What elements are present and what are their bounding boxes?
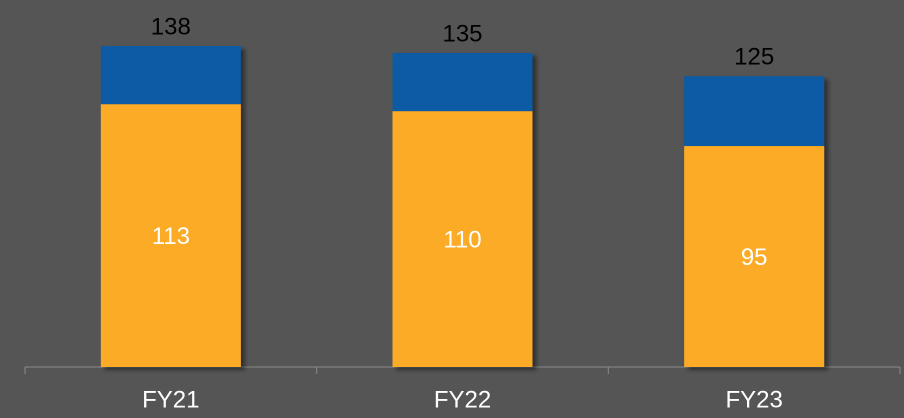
bar-segment xyxy=(684,76,825,147)
x-tick-label: FY23 xyxy=(725,386,782,413)
bar-segment xyxy=(100,46,241,105)
bar-segment xyxy=(100,104,241,368)
bar-segment xyxy=(392,111,533,367)
total-label: 125 xyxy=(734,44,774,71)
segment-label: 95 xyxy=(741,244,768,271)
total-label: 135 xyxy=(442,20,482,47)
segment-label: 110 xyxy=(443,226,481,253)
segment-label: 113 xyxy=(152,223,190,250)
bar-stack xyxy=(392,52,533,367)
bar-segment xyxy=(392,52,533,112)
x-tick-label: FY21 xyxy=(142,386,199,413)
bar-stack xyxy=(100,46,241,368)
total-label: 138 xyxy=(151,13,191,40)
x-tick-label: FY22 xyxy=(434,386,491,413)
bar-segment xyxy=(684,146,825,367)
bar-stack xyxy=(684,76,825,367)
